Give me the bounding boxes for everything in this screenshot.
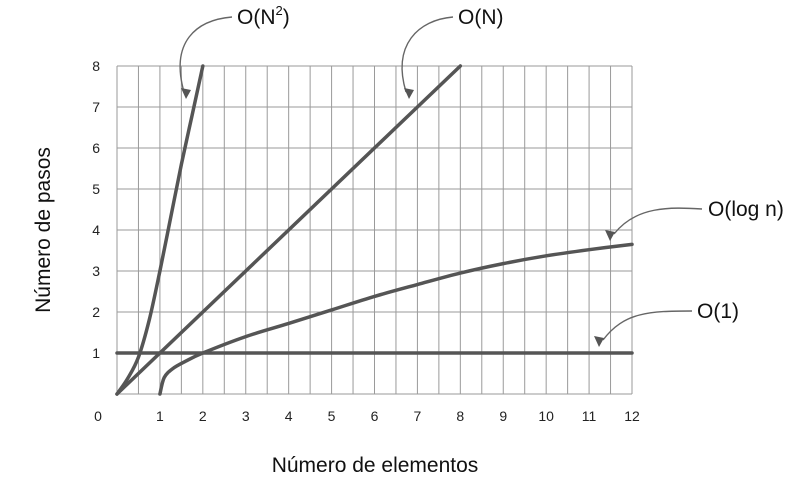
label-suffix: ): [283, 6, 290, 29]
origin-label: 0: [94, 408, 102, 424]
label-o-n2: O(N2): [237, 3, 290, 29]
arrow-o-n2-head: [181, 88, 191, 99]
x-tick-label: 6: [371, 408, 379, 424]
x-tick-label: 5: [328, 408, 336, 424]
series-line-o-n2: [115, 64, 205, 396]
x-tick-label: 7: [414, 408, 422, 424]
y-tick-label: 8: [92, 58, 100, 74]
y-axis-title: Número de pasos: [32, 147, 55, 313]
x-tick-label: 8: [456, 408, 464, 424]
series-lines: [115, 64, 634, 396]
arrow-o-n: [401, 16, 454, 93]
y-tick-label: 3: [92, 263, 100, 279]
label-o-1: O(1): [697, 300, 739, 323]
y-tick-label: 1: [92, 345, 100, 361]
series-line-o-n: [115, 64, 463, 396]
label-superscript: 2: [276, 3, 283, 18]
x-tick-label: 1: [156, 408, 164, 424]
arrow-o-n2: [179, 16, 233, 93]
arrow-o-1-head: [594, 336, 604, 347]
label-o-n: O(N): [458, 6, 504, 29]
y-tick-label: 2: [92, 304, 100, 320]
grid: [116, 65, 633, 395]
x-tick-label: 3: [242, 408, 250, 424]
series-line-o-log-n: [158, 242, 634, 396]
arrow-o-log-n-head: [605, 230, 615, 241]
x-tick-label: 11: [582, 408, 597, 424]
y-tick-label: 6: [92, 140, 100, 156]
arrow-o-n-head: [404, 88, 414, 99]
arrow-o-log-n: [613, 207, 703, 235]
curve-annotations: O(N2) O(N) O(log n) O(1): [179, 3, 784, 347]
y-tick-label: 5: [92, 181, 100, 197]
x-tick-label: 4: [285, 408, 293, 424]
x-tick-label: 12: [624, 408, 640, 424]
y-tick-label: 7: [92, 99, 100, 115]
x-tick-label: 10: [538, 408, 554, 424]
arrow-o-1: [602, 310, 693, 341]
x-axis-title: Número de elementos: [272, 454, 479, 477]
label-o-log-n: O(log n): [708, 198, 784, 221]
y-tick-label: 4: [92, 222, 100, 238]
x-tick-label: 9: [499, 408, 507, 424]
x-tick-label: 2: [199, 408, 207, 424]
